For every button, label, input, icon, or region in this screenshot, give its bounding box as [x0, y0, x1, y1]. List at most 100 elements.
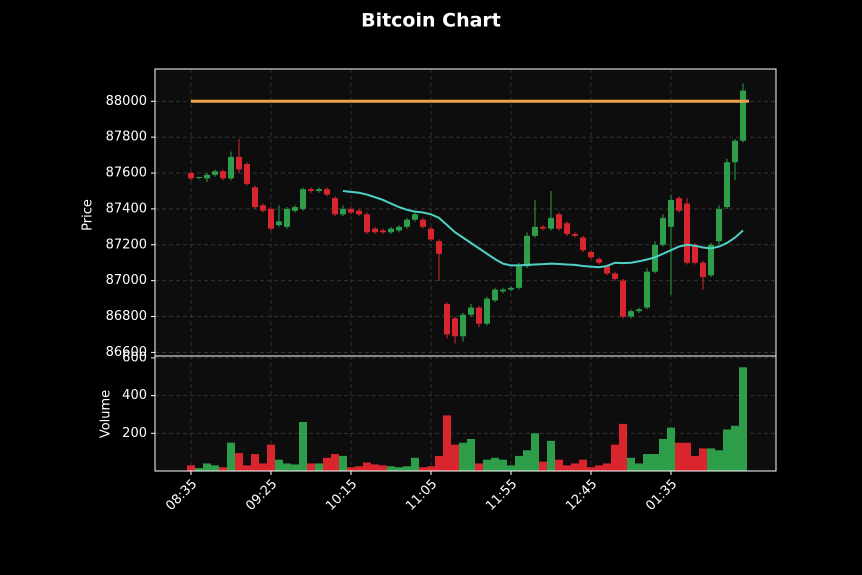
volume-bar: [243, 465, 251, 471]
y-tick-label: 87800: [106, 130, 147, 145]
moving-average-line: [342, 189, 744, 269]
y-tick-label: 86800: [106, 309, 147, 324]
volume-bar: [291, 464, 299, 471]
candle-body: [332, 198, 338, 215]
volume-bar: [715, 450, 723, 471]
price-plot-area: [155, 69, 776, 356]
candle-body: [340, 208, 346, 215]
candle-body: [596, 259, 602, 263]
volume-bar: [691, 455, 699, 471]
volume-bar: [699, 448, 707, 471]
volume-bar: [627, 457, 635, 471]
volume-bar: [419, 467, 427, 471]
candle-body: [716, 208, 722, 242]
volume-bar: [651, 454, 659, 471]
volume-bar: [603, 463, 611, 471]
candle-body: [604, 266, 610, 274]
candle-body: [356, 210, 362, 215]
volume-bar: [387, 466, 395, 471]
volume-bar: [203, 463, 211, 471]
candle-body: [532, 226, 538, 236]
candle-body: [644, 271, 650, 308]
volume-bar: [659, 438, 667, 471]
volume-bar: [611, 444, 619, 471]
volume-bar: [491, 457, 499, 471]
volume-bar: [483, 459, 491, 471]
volume-bar: [451, 444, 459, 471]
candle-body: [228, 156, 234, 179]
candle-body: [540, 226, 546, 229]
candle-body: [260, 205, 266, 211]
volume-bar: [315, 463, 323, 471]
volume-bar: [267, 444, 275, 471]
candle-body: [740, 90, 746, 141]
candle-body: [308, 189, 314, 191]
volume-bar: [475, 463, 483, 471]
candle-body: [364, 214, 370, 233]
volume-bar: [619, 423, 627, 471]
volume-bar: [571, 463, 579, 471]
volume-bar: [555, 459, 563, 471]
volume-bar: [667, 427, 675, 471]
candle-body: [252, 187, 258, 208]
y-tick-label: 400: [122, 388, 147, 403]
candle-body: [636, 309, 642, 312]
candle-body: [708, 244, 714, 276]
volume-bar: [579, 459, 587, 471]
volume-bar: [283, 463, 291, 471]
volume-bar: [507, 465, 515, 471]
volume-bar: [411, 457, 419, 471]
volume-bar: [371, 464, 379, 471]
candle-body: [492, 289, 498, 301]
volume-bar: [235, 453, 243, 471]
volume-bar: [187, 465, 195, 471]
volume-bar: [707, 448, 715, 471]
volume-bar: [459, 442, 467, 471]
y-tick-label: 200: [122, 426, 147, 441]
candle-body: [420, 219, 426, 227]
volume-bar: [723, 429, 731, 471]
volume-bar: [227, 442, 235, 471]
volume-frame: [154, 355, 777, 472]
candle-body: [444, 303, 450, 335]
candle-body: [460, 314, 466, 337]
volume-bar: [275, 459, 283, 471]
volume-bar: [299, 421, 307, 471]
candle-body: [196, 176, 202, 178]
volume-bar: [531, 433, 539, 471]
candle-body: [388, 228, 394, 233]
y-tick-label: 88000: [106, 94, 147, 109]
y-tick-label: 86600: [106, 345, 147, 360]
volume-bar: [467, 438, 475, 471]
candle-body: [724, 162, 730, 208]
y-axis-label: Volume: [99, 390, 114, 438]
volume-bar: [683, 442, 691, 471]
volume-bar: [635, 463, 643, 471]
candle-body: [556, 214, 562, 229]
candle-body: [508, 287, 514, 290]
volume-bar: [595, 465, 603, 471]
candle-body: [284, 208, 290, 227]
candle-body: [700, 262, 706, 278]
candle-body: [324, 189, 330, 195]
candle-body: [220, 171, 226, 179]
volume-bar: [195, 468, 203, 471]
candle-body: [380, 230, 386, 233]
candle-body: [572, 234, 578, 236]
candle-body: [316, 189, 322, 191]
candle-body: [348, 208, 354, 213]
volume-bar: [515, 455, 523, 471]
candle-body: [468, 307, 474, 315]
candle-body: [692, 244, 698, 263]
volume-bar: [539, 461, 547, 471]
volume-bar: [435, 455, 443, 471]
candle-body: [428, 228, 434, 240]
volume-bar: [499, 459, 507, 471]
volume-bar: [251, 454, 259, 471]
y-tick-label: 87600: [106, 166, 147, 181]
candle-body: [676, 198, 682, 211]
candle-body: [276, 221, 282, 226]
candle-body: [516, 266, 522, 288]
